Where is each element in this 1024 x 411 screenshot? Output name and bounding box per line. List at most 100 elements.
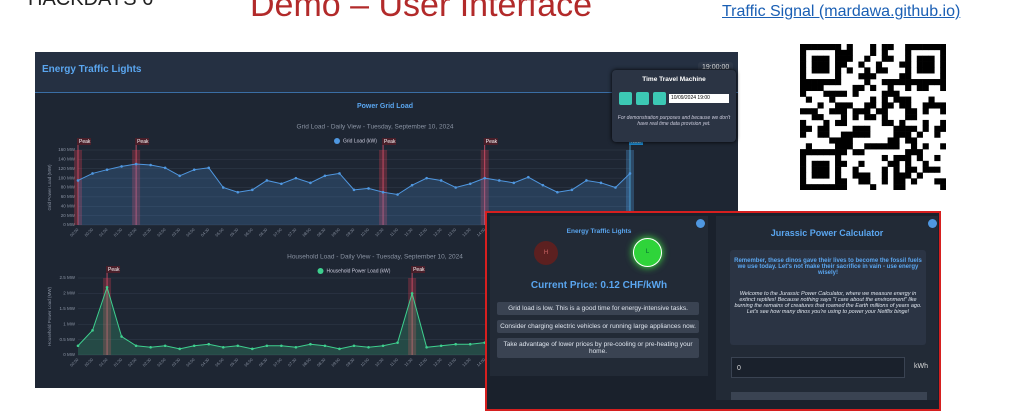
- qr-cell: [805, 108, 812, 115]
- qr-cell: [922, 102, 929, 109]
- time-machine-note: For demonstration purposes and because w…: [617, 115, 731, 127]
- point: [163, 344, 167, 348]
- qr-cell: [800, 84, 807, 92]
- x-tick-label: 07:00: [272, 356, 283, 367]
- qr-cell: [905, 61, 912, 68]
- qr-cell: [893, 143, 900, 150]
- expand-icon[interactable]: [696, 219, 705, 228]
- x-tick-label: 01:00: [98, 356, 109, 367]
- qr-cell: [899, 96, 906, 103]
- qr-cell: [823, 149, 830, 156]
- qr-cell: [928, 55, 935, 62]
- x-tick-label: 02:30: [141, 356, 152, 367]
- peak-tag: [382, 138, 397, 145]
- annotation: Peak: [108, 267, 120, 273]
- qr-cell: [922, 67, 929, 74]
- qr-cell: [852, 90, 859, 97]
- qr-cell: [881, 44, 888, 51]
- rewind-button[interactable]: [619, 92, 632, 105]
- x-tick-label: 11:30: [403, 356, 414, 367]
- qr-cell: [800, 67, 807, 74]
- qr-cell: [905, 84, 912, 92]
- x-tick-label: 11:00: [389, 356, 400, 367]
- x-tick-label: 08:00: [301, 226, 312, 237]
- qr-cell: [846, 137, 853, 144]
- qr-cell: [928, 102, 935, 109]
- x-tick-label: 14:00: [476, 356, 487, 367]
- qr-cell: [800, 178, 807, 185]
- qr-cell: [910, 166, 918, 173]
- qr-cell: [800, 131, 807, 138]
- qr-cell: [887, 79, 894, 86]
- qr-cell: [893, 131, 900, 138]
- qr-cell: [940, 61, 946, 68]
- qr-cell: [858, 73, 865, 80]
- qr-cell: [823, 90, 830, 97]
- qr-cell: [864, 108, 871, 115]
- qr-cell: [881, 143, 888, 150]
- y-tick-label: 2.5 MW: [59, 275, 75, 280]
- qr-cell: [852, 149, 859, 156]
- qr-cell: [870, 84, 877, 92]
- calculate-button[interactable]: [731, 392, 927, 400]
- point: [149, 346, 152, 349]
- kwh-input[interactable]: 0: [731, 357, 905, 378]
- x-tick-label: 13:00: [447, 356, 458, 367]
- expand-icon[interactable]: [928, 219, 937, 228]
- qr-cell: [800, 154, 807, 162]
- qr-cell: [910, 114, 918, 121]
- qr-cell: [934, 131, 941, 138]
- qr-cell: [916, 61, 923, 68]
- qr-cell: [817, 131, 824, 138]
- qr-cell: [800, 79, 807, 86]
- point: [570, 188, 574, 192]
- x-tick-label: 03:00: [156, 226, 167, 237]
- qr-cell: [800, 166, 807, 173]
- qr-cell: [905, 55, 912, 62]
- qr-cell: [881, 96, 888, 103]
- qr-cell: [922, 108, 929, 115]
- x-tick-label: 00:00: [69, 356, 80, 367]
- qr-cell: [928, 44, 935, 51]
- qr-cell: [823, 125, 830, 132]
- qr-cell: [840, 178, 848, 185]
- point: [309, 181, 312, 185]
- x-tick-label: 07:30: [287, 226, 298, 237]
- qr-cell: [858, 131, 865, 138]
- datetime-input[interactable]: 10/09/2024 19:00: [669, 94, 729, 103]
- x-tick-label: 11:00: [389, 226, 400, 237]
- qr-cell: [858, 84, 865, 92]
- qr-cell: [922, 55, 929, 62]
- point: [381, 344, 385, 348]
- forward-button[interactable]: [653, 92, 666, 105]
- point: [91, 329, 94, 332]
- qr-cell: [800, 55, 807, 62]
- qr-cell: [823, 44, 830, 51]
- link[interactable]: Traffic Signal (mardawa.github.io): [722, 3, 961, 20]
- qr-cell: [870, 73, 877, 80]
- y-tick-label: 0 MW: [63, 222, 76, 227]
- point: [120, 335, 123, 338]
- qr-cell: [905, 114, 912, 121]
- qr-cell: [864, 55, 871, 62]
- play-button[interactable]: [636, 92, 649, 105]
- qr-cell: [905, 160, 912, 167]
- x-tick-label: 09:30: [345, 226, 356, 237]
- point: [599, 181, 603, 185]
- x-tick-label: 06:00: [243, 356, 254, 367]
- qr-cell: [823, 184, 830, 190]
- peak-tag: [106, 266, 121, 273]
- qr-cell: [823, 131, 830, 138]
- qr-cell: [916, 44, 923, 51]
- qr-cell: [800, 119, 807, 127]
- qr-cell: [905, 67, 912, 74]
- qr-cell: [840, 61, 848, 68]
- point: [512, 181, 516, 185]
- qr-cell: [817, 172, 824, 179]
- qr-cell: [800, 149, 807, 156]
- message: Take advantage of lower prices by pre-co…: [497, 338, 699, 358]
- qr-cell: [887, 90, 894, 97]
- x-tick-label: 01:30: [112, 356, 123, 367]
- qr-cell: [899, 73, 906, 80]
- qr-cell: [928, 61, 935, 68]
